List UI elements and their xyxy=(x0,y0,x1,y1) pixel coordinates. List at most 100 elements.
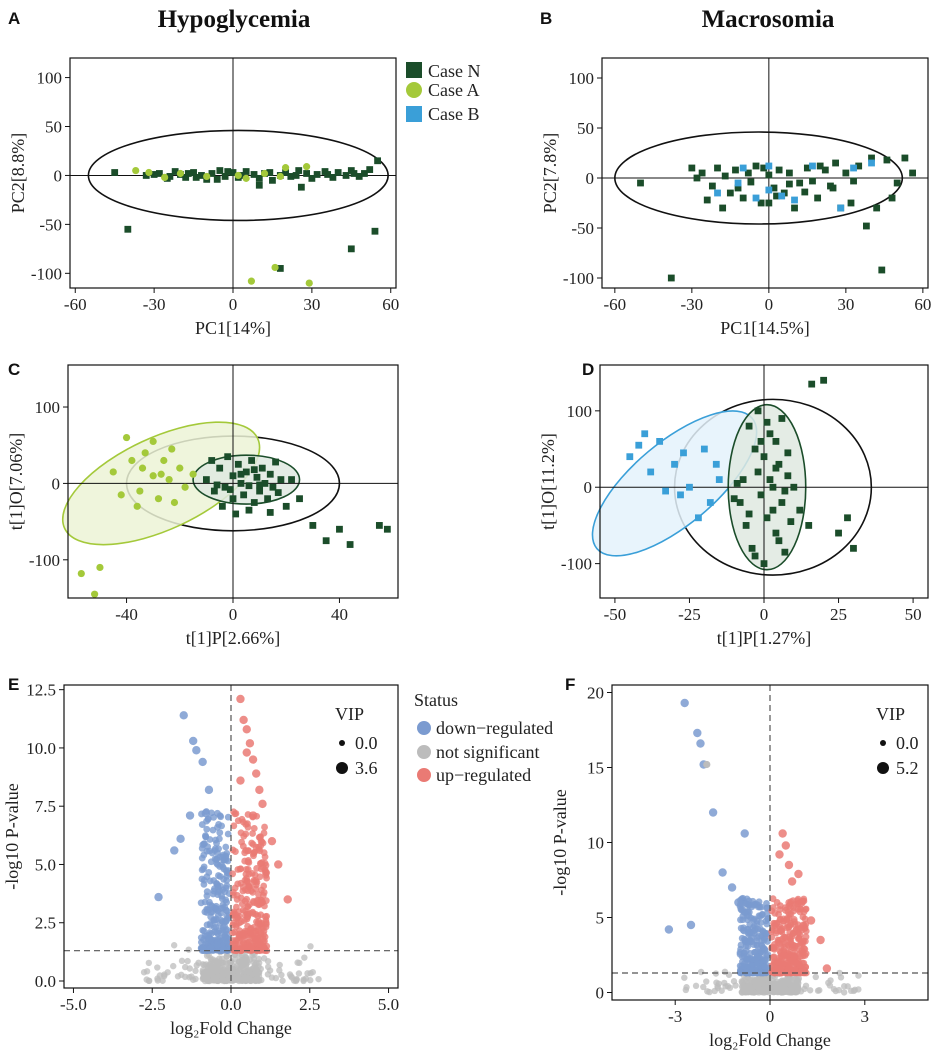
point-F-up-257 xyxy=(801,952,809,959)
point-A-case-n-0 xyxy=(111,169,119,176)
point-E-up-239 xyxy=(245,883,253,891)
point-E-up-274 xyxy=(263,912,271,920)
point-F-down-high-4 xyxy=(708,808,718,817)
y-tick-label-B-0: 100 xyxy=(569,69,595,88)
point-E-up-230 xyxy=(249,830,256,837)
y-tick-label-A-3: -50 xyxy=(39,215,62,234)
x-tick-label-C-1: 0 xyxy=(229,605,238,624)
y-axis-label-F: -log10 P-value xyxy=(550,789,570,895)
point-E-ns-411 xyxy=(161,971,168,978)
point-E-down-233 xyxy=(216,829,224,837)
x-axis-label-A: PC1[14%] xyxy=(195,318,271,338)
point-A-case-a-4 xyxy=(242,174,250,182)
point-B-case-n-22 xyxy=(814,194,822,202)
point-F-ns-264 xyxy=(850,987,858,995)
point-D-case-b-5 xyxy=(677,491,684,499)
point-E-down-184 xyxy=(218,916,225,924)
point-D-case-n-27 xyxy=(796,506,804,514)
point-E-ns-246 xyxy=(300,977,307,985)
point-F-up-high-0 xyxy=(778,829,787,838)
point-C-case-n-25 xyxy=(245,506,253,514)
point-B-case-n-31 xyxy=(868,154,875,162)
point-C-case-n-26 xyxy=(282,502,290,510)
point-A-case-n-3 xyxy=(155,170,163,177)
point-E-up-228 xyxy=(251,930,259,938)
point-E-down-69 xyxy=(222,843,230,851)
point-D-case-n-7 xyxy=(769,483,777,491)
point-D-case-n-24 xyxy=(736,499,744,506)
point-E-up-289 xyxy=(250,924,258,931)
legend-vip-f-small-label: 0.0 xyxy=(896,733,919,753)
point-E-down-190 xyxy=(200,863,208,871)
point-E-down-152 xyxy=(224,830,232,838)
point-C-case-n-5 xyxy=(229,495,237,503)
point-B-case-n-28 xyxy=(847,199,855,207)
point-E-up-233 xyxy=(244,847,252,855)
point-C-case-a-14 xyxy=(109,468,117,476)
point-A-case-n-44 xyxy=(266,169,274,176)
point-A-case-n-47 xyxy=(350,170,358,177)
y-tick-label-D-1: 0 xyxy=(584,478,593,497)
point-F-up-286 xyxy=(785,902,793,910)
point-D-case-n-41 xyxy=(781,548,789,556)
point-E-down-251 xyxy=(212,836,219,844)
legend-label-case-a: Case A xyxy=(428,80,480,100)
point-D-case-n-13 xyxy=(754,407,762,415)
point-C-case-a-6 xyxy=(165,475,173,484)
point-B-case-n-11 xyxy=(752,162,760,170)
point-C-case-n-33 xyxy=(336,525,343,533)
point-E-up-169 xyxy=(262,923,270,931)
x-tick-label-C-2: 40 xyxy=(331,605,348,624)
point-A-case-n-38 xyxy=(213,175,221,183)
point-D-case-n-16 xyxy=(769,506,777,514)
point-F-ns-394 xyxy=(794,976,802,984)
point-E-up-257 xyxy=(230,822,238,830)
point-B-case-n-3 xyxy=(698,169,706,177)
legend-label-ns: not significant xyxy=(436,742,539,762)
y-tick-label-E-4: 2.5 xyxy=(35,914,56,933)
point-E-down-259 xyxy=(213,941,221,949)
point-F-down-high-2 xyxy=(696,739,705,748)
point-F-ns-412 xyxy=(713,979,720,986)
point-B-case-n-48 xyxy=(888,194,896,202)
point-C-case-n-13 xyxy=(253,473,261,481)
x-tick-label-E-1: -2.5 xyxy=(139,995,166,1014)
x-tick-label-D-4: 50 xyxy=(905,605,922,624)
point-A-case-n-13 xyxy=(221,173,229,180)
point-E-ns-416 xyxy=(246,966,253,973)
point-E-up-273 xyxy=(255,845,263,853)
point-E-ns-301 xyxy=(279,977,286,984)
point-F-up-276 xyxy=(797,947,805,955)
point-D-case-n-6 xyxy=(766,430,774,438)
point-D-case-n-23 xyxy=(739,476,747,483)
point-E-up-296 xyxy=(257,837,265,845)
point-D-case-b-7 xyxy=(700,445,708,453)
point-E-up-198 xyxy=(255,891,262,898)
point-E-ns-406 xyxy=(178,971,185,978)
y-tick-label-E-0: 12.5 xyxy=(26,681,56,700)
panel-f-volcano-macrosomia: -3 0 3 20 15 10 5 0 log₂Fold Change -log10 P-valu… xyxy=(550,684,929,1050)
point-C-case-n-3 xyxy=(221,483,229,491)
point-F-ns-219 xyxy=(825,979,832,987)
point-C-case-a-3 xyxy=(149,472,157,480)
point-E-down-229 xyxy=(222,896,230,904)
point-E-down-227 xyxy=(216,873,224,880)
point-C-case-n-17 xyxy=(264,495,271,503)
point-C-case-n-8 xyxy=(240,491,248,499)
point-F-up-298 xyxy=(786,910,793,918)
point-E-down-237 xyxy=(220,865,228,873)
point-B-case-n-4 xyxy=(708,182,716,190)
point-E-down-high-7 xyxy=(204,785,214,795)
point-E-ns-401 xyxy=(189,976,197,983)
point-F-down-205 xyxy=(757,919,765,926)
point-C-case-a-1 xyxy=(136,487,144,495)
point-E-up-high-6 xyxy=(255,785,264,795)
point-E-up-high-12 xyxy=(236,776,245,785)
point-B-case-b-3 xyxy=(765,186,773,194)
point-E-up-high-11 xyxy=(242,748,251,757)
point-C-case-n-0 xyxy=(202,476,210,483)
point-A-case-n-37 xyxy=(192,174,200,181)
point-F-ns-418 xyxy=(761,987,769,994)
point-D-case-n-30 xyxy=(835,529,842,537)
point-C-case-n-12 xyxy=(250,499,258,506)
